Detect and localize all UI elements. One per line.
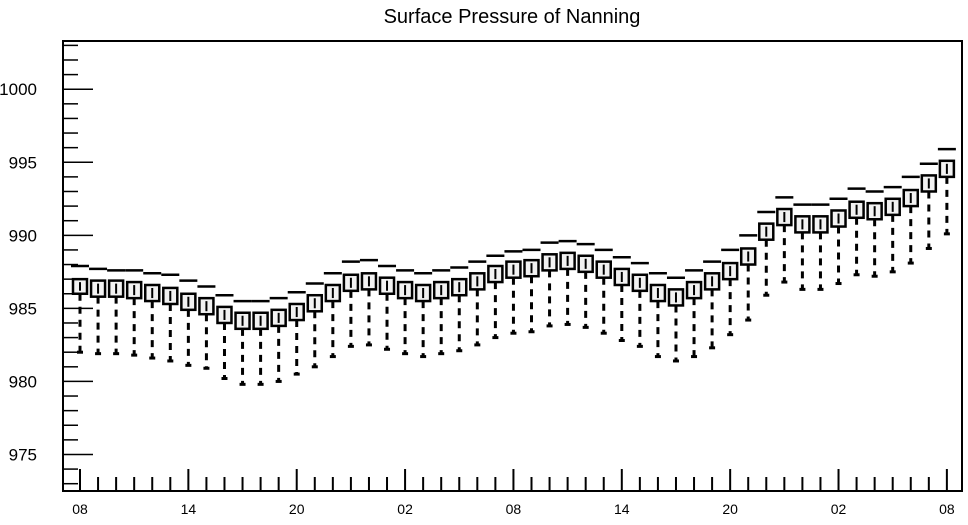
box-item bbox=[811, 203, 830, 291]
box-item bbox=[71, 264, 89, 354]
box-item bbox=[251, 299, 270, 386]
box-item bbox=[901, 175, 920, 265]
box-item bbox=[847, 187, 866, 277]
x-tick-label: 20 bbox=[722, 501, 738, 517]
box-item bbox=[143, 272, 162, 360]
box-item bbox=[432, 269, 451, 356]
box-item bbox=[775, 196, 794, 284]
box-item bbox=[865, 190, 884, 278]
x-axis: 08 14 20 02 08 14 20 02 08 bbox=[72, 469, 955, 517]
box-item bbox=[937, 147, 956, 236]
box-item bbox=[233, 299, 252, 386]
box-item bbox=[829, 197, 848, 286]
box-item bbox=[685, 269, 704, 359]
y-tick-label: 990 bbox=[9, 226, 37, 245]
box-series bbox=[71, 147, 956, 386]
box-item bbox=[594, 248, 613, 335]
box-item bbox=[666, 276, 685, 363]
box-item bbox=[359, 258, 378, 347]
box-item bbox=[450, 266, 469, 353]
box-item bbox=[540, 241, 559, 328]
y-tick-label: 985 bbox=[9, 299, 37, 318]
x-tick-label: 14 bbox=[181, 501, 197, 517]
x-tick-label: 14 bbox=[614, 501, 630, 517]
box-item bbox=[179, 279, 198, 367]
y-tick-label: 980 bbox=[9, 372, 37, 391]
box-item bbox=[793, 203, 812, 291]
box-item bbox=[197, 285, 216, 370]
box-item bbox=[486, 254, 505, 340]
box-item bbox=[883, 185, 902, 274]
box-item bbox=[396, 269, 415, 356]
box-item bbox=[576, 242, 595, 329]
y-tick-label: 1000 bbox=[0, 80, 37, 99]
y-axis: 975 980 985 990 995 1000 bbox=[0, 44, 93, 485]
y-tick-label: 995 bbox=[9, 153, 37, 172]
x-tick-label: 08 bbox=[72, 501, 88, 517]
x-tick-label: 20 bbox=[289, 501, 305, 517]
box-item bbox=[414, 272, 433, 359]
box-item bbox=[107, 269, 126, 356]
box-item bbox=[468, 260, 487, 347]
chart-title: Surface Pressure of Nanning bbox=[384, 6, 641, 28]
box-item bbox=[305, 282, 324, 369]
box-item bbox=[89, 267, 108, 356]
box-item bbox=[612, 255, 631, 343]
box-item bbox=[630, 261, 649, 348]
box-item bbox=[739, 234, 758, 322]
box-item bbox=[125, 269, 144, 357]
box-item bbox=[558, 239, 577, 326]
box-item bbox=[648, 272, 667, 359]
box-item bbox=[287, 291, 306, 376]
box-item bbox=[919, 162, 938, 250]
box-item bbox=[504, 250, 523, 335]
x-tick-label: 08 bbox=[506, 501, 522, 517]
box-item bbox=[378, 264, 397, 351]
box-item bbox=[341, 260, 360, 348]
y-tick-label: 975 bbox=[9, 445, 37, 464]
box-item bbox=[757, 210, 776, 297]
box-item bbox=[215, 293, 234, 380]
x-tick-label: 08 bbox=[939, 501, 955, 517]
box-item bbox=[269, 296, 288, 383]
box-item bbox=[522, 248, 541, 334]
x-tick-label: 02 bbox=[831, 501, 847, 517]
box-item bbox=[161, 273, 180, 363]
box-item bbox=[703, 260, 722, 350]
box-item bbox=[721, 248, 740, 337]
x-tick-label: 02 bbox=[397, 501, 413, 517]
box-item bbox=[323, 272, 342, 359]
